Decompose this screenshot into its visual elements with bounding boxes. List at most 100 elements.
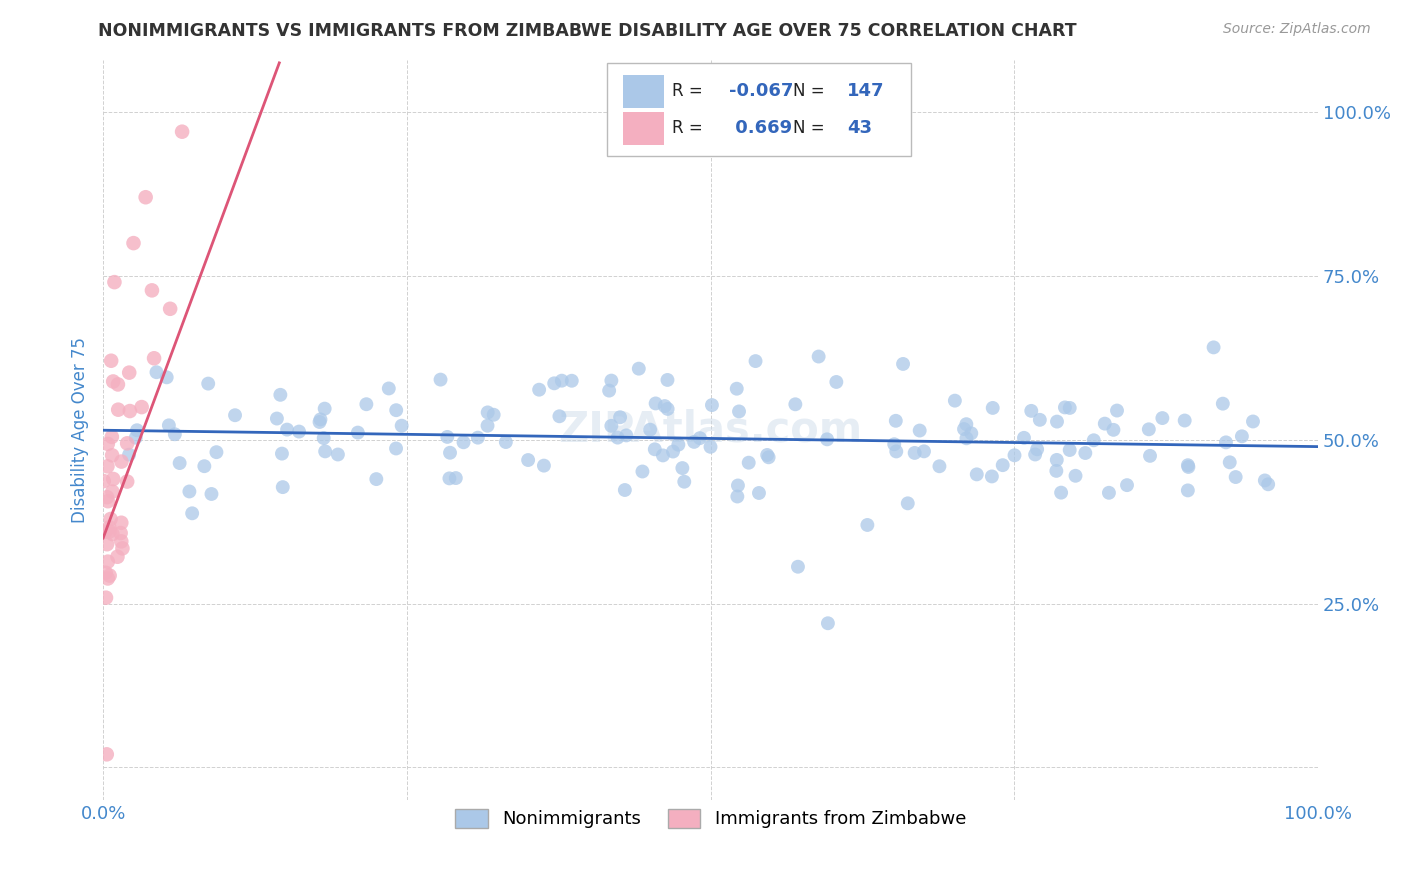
Point bbox=[453, 435, 475, 450]
Point bbox=[1137, 422, 1160, 436]
Point bbox=[159, 301, 181, 316]
Point bbox=[728, 404, 751, 418]
Point bbox=[609, 410, 631, 425]
Point bbox=[551, 374, 574, 388]
Point bbox=[756, 448, 779, 462]
Point bbox=[356, 397, 378, 411]
Point bbox=[378, 381, 401, 395]
Point bbox=[111, 541, 134, 556]
Point bbox=[439, 471, 461, 485]
Point bbox=[1177, 458, 1199, 473]
Point bbox=[1064, 468, 1087, 483]
Point bbox=[98, 568, 121, 582]
Point bbox=[856, 518, 879, 533]
Point bbox=[1202, 340, 1225, 354]
Point bbox=[787, 559, 810, 574]
Point bbox=[644, 396, 666, 410]
Point bbox=[98, 524, 121, 539]
Point bbox=[181, 506, 204, 520]
Point bbox=[1230, 429, 1253, 443]
Point bbox=[143, 351, 166, 366]
Point bbox=[97, 437, 120, 451]
Point bbox=[266, 411, 288, 425]
Point bbox=[689, 431, 711, 445]
Point bbox=[527, 383, 550, 397]
Point bbox=[1050, 485, 1073, 500]
Point bbox=[1012, 431, 1035, 445]
Point bbox=[666, 438, 689, 452]
Text: N =: N = bbox=[793, 82, 830, 101]
Point bbox=[172, 125, 194, 139]
Point bbox=[884, 414, 907, 428]
Point bbox=[627, 361, 650, 376]
Point bbox=[1215, 435, 1237, 450]
Point bbox=[429, 373, 451, 387]
Point bbox=[97, 571, 120, 585]
Text: R =: R = bbox=[672, 82, 707, 101]
Point bbox=[314, 401, 336, 416]
Point bbox=[1004, 448, 1026, 462]
Point bbox=[815, 433, 838, 447]
Point bbox=[288, 425, 311, 439]
Point bbox=[1026, 442, 1049, 457]
Point bbox=[94, 591, 117, 605]
Point bbox=[561, 374, 583, 388]
Point bbox=[1029, 413, 1052, 427]
Point bbox=[1024, 448, 1046, 462]
Point bbox=[391, 418, 413, 433]
Point bbox=[495, 435, 517, 450]
Point bbox=[110, 526, 132, 541]
Point bbox=[100, 512, 122, 526]
Point bbox=[517, 453, 540, 467]
Point bbox=[613, 483, 636, 497]
Point bbox=[309, 412, 332, 426]
Point bbox=[657, 373, 679, 387]
Point bbox=[101, 484, 124, 499]
Point bbox=[744, 354, 766, 368]
Point bbox=[700, 398, 723, 412]
Point bbox=[671, 461, 693, 475]
Point bbox=[1046, 453, 1069, 467]
Point bbox=[115, 475, 138, 489]
Point bbox=[103, 472, 125, 486]
Point bbox=[96, 537, 118, 551]
Point bbox=[103, 275, 125, 289]
Point bbox=[100, 353, 122, 368]
Point bbox=[1059, 401, 1081, 415]
Point bbox=[673, 475, 696, 489]
Point bbox=[135, 190, 157, 204]
Point bbox=[276, 423, 298, 437]
Point bbox=[725, 490, 748, 504]
Point bbox=[1045, 464, 1067, 478]
Point bbox=[1219, 455, 1241, 469]
Point bbox=[163, 427, 186, 442]
Point bbox=[101, 448, 124, 462]
Point bbox=[884, 444, 907, 458]
Point bbox=[101, 527, 124, 541]
Point bbox=[1212, 397, 1234, 411]
Point bbox=[807, 350, 830, 364]
Point bbox=[548, 409, 571, 424]
Point bbox=[97, 555, 120, 569]
Point bbox=[157, 418, 180, 433]
Point bbox=[271, 480, 294, 494]
Point bbox=[156, 370, 179, 384]
Point bbox=[651, 449, 673, 463]
Point bbox=[1257, 477, 1279, 491]
Point bbox=[748, 486, 770, 500]
Point bbox=[93, 474, 115, 488]
Point bbox=[96, 747, 118, 762]
Point bbox=[883, 437, 905, 451]
Point bbox=[107, 377, 129, 392]
Point bbox=[727, 478, 749, 492]
Text: NONIMMIGRANTS VS IMMIGRANTS FROM ZIMBABWE DISABILITY AGE OVER 75 CORRELATION CHA: NONIMMIGRANTS VS IMMIGRANTS FROM ZIMBABW… bbox=[98, 22, 1077, 40]
FancyBboxPatch shape bbox=[623, 112, 665, 145]
Point bbox=[1225, 470, 1247, 484]
Point bbox=[224, 408, 246, 422]
Point bbox=[1152, 411, 1174, 425]
Point bbox=[326, 448, 349, 462]
Point bbox=[145, 365, 167, 379]
Point bbox=[118, 448, 141, 462]
Point bbox=[758, 450, 780, 465]
Point bbox=[1083, 434, 1105, 448]
